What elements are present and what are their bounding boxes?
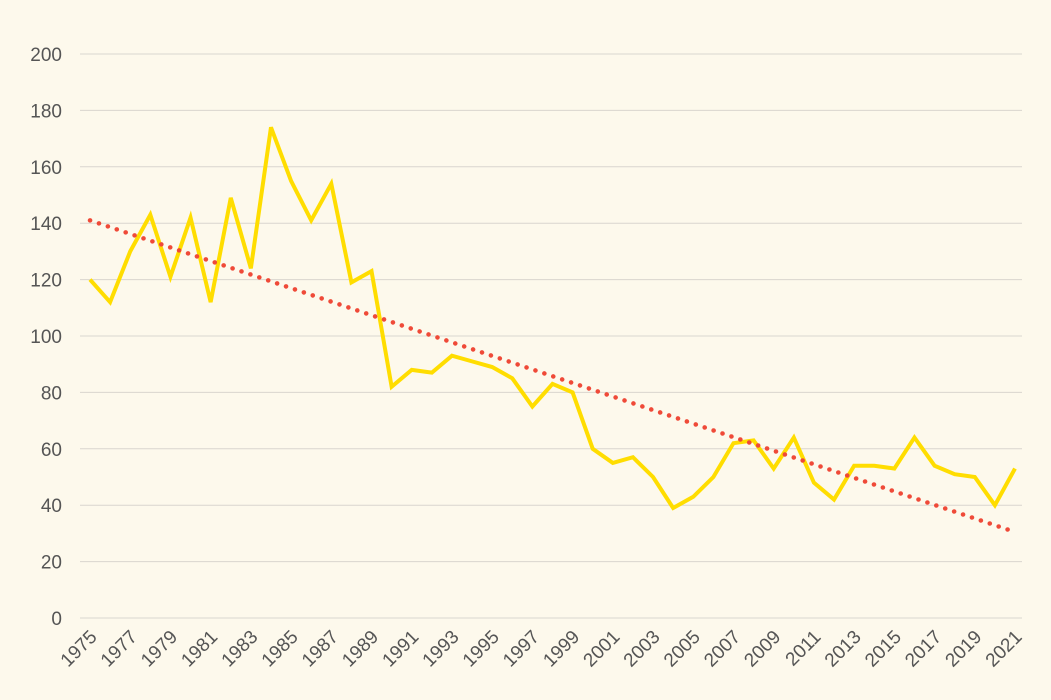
x-tick-label: 2007 — [700, 627, 745, 672]
x-tick-label: 2011 — [782, 627, 826, 671]
trend-line — [87, 218, 1018, 535]
y-tick-label: 40 — [41, 496, 62, 517]
y-tick-label: 80 — [41, 383, 62, 404]
x-tick-label: 1987 — [298, 627, 343, 672]
x-tick-label: 2005 — [660, 627, 705, 672]
y-tick-label: 200 — [30, 45, 62, 66]
x-tick-label: 1999 — [539, 627, 584, 672]
x-tick-label: 2021 — [982, 627, 1027, 672]
y-axis-labels: 0 20 40 60 80 100 120 140 160 180 200 — [30, 45, 62, 630]
x-tick-label: 2009 — [740, 627, 785, 672]
x-tick-label: 1989 — [338, 627, 383, 672]
x-tick-label: 1995 — [459, 627, 504, 672]
x-tick-label: 2003 — [620, 627, 665, 672]
x-tick-label: 2017 — [901, 627, 946, 672]
x-tick-label: 1975 — [57, 627, 102, 672]
x-tick-label: 1983 — [218, 627, 263, 672]
x-tick-label: 2019 — [942, 627, 987, 672]
series-group — [87, 126, 1018, 535]
x-tick-label: 1985 — [258, 627, 303, 672]
y-tick-label: 60 — [41, 440, 62, 461]
x-tick-label: 1979 — [137, 627, 182, 672]
y-tick-label: 100 — [30, 327, 62, 348]
x-tick-label: 1997 — [499, 627, 544, 672]
y-tick-label: 20 — [41, 553, 62, 574]
y-tick-label: 0 — [51, 609, 62, 630]
x-axis-labels: 1975197719791981198319851987198919911993… — [57, 627, 1027, 672]
y-tick-label: 140 — [30, 214, 62, 235]
x-tick-label: 2001 — [580, 627, 625, 672]
gridlines — [80, 53, 1022, 619]
y-tick-label: 160 — [30, 158, 62, 179]
x-tick-label: 2013 — [821, 627, 866, 672]
y-tick-label: 120 — [30, 271, 62, 292]
series-line — [88, 126, 1017, 511]
x-tick-label: 1977 — [97, 627, 142, 672]
y-tick-label: 180 — [30, 101, 62, 122]
x-tick-label: 1981 — [177, 627, 222, 672]
x-tick-label: 1993 — [419, 627, 464, 672]
x-tick-label: 1991 — [379, 627, 424, 672]
x-tick-label: 2015 — [861, 627, 906, 672]
